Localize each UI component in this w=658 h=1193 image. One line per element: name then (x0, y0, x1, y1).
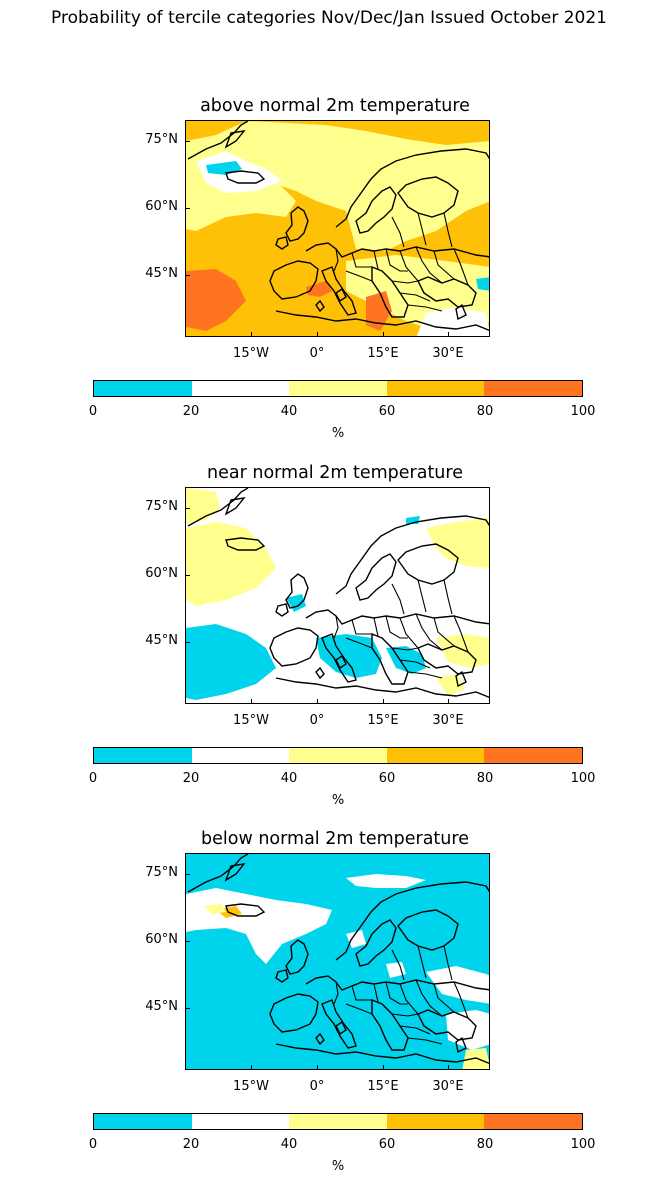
colorbar-bin-0-20 (94, 748, 192, 763)
colorbar-bin-80-100 (484, 748, 582, 763)
colorbar-bin-20-40 (191, 748, 290, 763)
colorbar-tick-label: 0 (88, 771, 98, 786)
lat-label: 45°N (145, 266, 178, 281)
map-area (185, 120, 490, 337)
panel-title: below normal 2m temperature (201, 829, 469, 849)
colorbar-tick-label: 40 (280, 771, 298, 786)
lon-tick (317, 332, 318, 337)
colorbar-tick-label: 40 (280, 404, 298, 419)
colorbar-tick-label: 80 (476, 404, 494, 419)
lon-tick (317, 1065, 318, 1070)
lat-label: 60°N (145, 932, 178, 947)
lon-label: 15°W (233, 346, 269, 361)
lat-label: 45°N (145, 633, 178, 648)
lon-tick (251, 1065, 252, 1070)
lat-tick (185, 275, 190, 276)
colorbar-tick-label: 20 (182, 404, 200, 419)
lat-tick (185, 508, 190, 509)
map-area (185, 853, 490, 1070)
lon-label: 30°E (432, 713, 464, 728)
colorbar-bin-60-80 (386, 381, 485, 396)
colorbar-tick-label: 20 (182, 771, 200, 786)
colorbar-bin-80-100 (484, 1114, 582, 1129)
lon-label: 0° (309, 713, 325, 728)
lat-label: 75°N (145, 132, 178, 147)
lon-label: 15°E (367, 713, 399, 728)
colorbar-tick-label: 20 (182, 1137, 200, 1152)
lat-label: 75°N (145, 499, 178, 514)
lon-tick (448, 1065, 449, 1070)
colorbar (93, 747, 583, 764)
colorbar-bin-40-60 (289, 381, 387, 396)
lon-tick (448, 699, 449, 704)
colorbar-tick-label: 60 (378, 771, 396, 786)
lon-tick (383, 699, 384, 704)
colorbar-bin-0-20 (94, 1114, 192, 1129)
lon-label: 15°E (367, 346, 399, 361)
lat-tick (185, 1008, 190, 1009)
colorbar-tick-label: 100 (570, 771, 596, 786)
lon-tick (317, 699, 318, 704)
map-panel-near: near normal 2m temperature 75°N 60°N 45°N 15… (0, 463, 658, 827)
colorbar-tick-label: 0 (88, 404, 98, 419)
lat-tick (185, 874, 190, 875)
lon-label: 30°E (432, 1079, 464, 1094)
figure-title: Probability of tercile categories Nov/De… (51, 8, 607, 28)
lon-tick (251, 332, 252, 337)
colorbar-bin-60-80 (386, 748, 485, 763)
colorbar-tick-label: 80 (476, 771, 494, 786)
colorbar-bin-20-40 (191, 381, 290, 396)
colorbar-bin-20-40 (191, 1114, 290, 1129)
lon-label: 30°E (432, 346, 464, 361)
lon-tick (383, 332, 384, 337)
colorbar-unit: % (331, 426, 345, 441)
colorbar-bin-80-100 (484, 381, 582, 396)
lat-tick (185, 575, 190, 576)
lat-tick (185, 141, 190, 142)
lon-label: 15°E (367, 1079, 399, 1094)
colorbar-tick-label: 0 (88, 1137, 98, 1152)
lat-label: 75°N (145, 865, 178, 880)
colorbar (93, 1113, 583, 1130)
map-panel-above: above normal 2m temperature 75°N 60°N 45°N 1… (0, 96, 658, 460)
colorbar-bin-0-20 (94, 381, 192, 396)
panel-title: near normal 2m temperature (207, 463, 463, 483)
lat-label: 60°N (145, 566, 178, 581)
lon-label: 0° (309, 346, 325, 361)
lon-tick (251, 699, 252, 704)
colorbar-tick-label: 100 (570, 1137, 596, 1152)
colorbar-tick-label: 60 (378, 404, 396, 419)
panel-title: above normal 2m temperature (200, 96, 470, 116)
lat-label: 60°N (145, 199, 178, 214)
colorbar-tick-label: 40 (280, 1137, 298, 1152)
lat-tick (185, 941, 190, 942)
colorbar-bin-60-80 (386, 1114, 485, 1129)
colorbar-bin-40-60 (289, 748, 387, 763)
lat-tick (185, 642, 190, 643)
map-area (185, 487, 490, 704)
colorbar-tick-label: 80 (476, 1137, 494, 1152)
map-panel-below: below normal 2m temperature 75°N 60°N 45°N 1… (0, 829, 658, 1193)
lat-tick (185, 208, 190, 209)
lon-label: 15°W (233, 713, 269, 728)
lon-tick (448, 332, 449, 337)
colorbar-tick-label: 60 (378, 1137, 396, 1152)
lon-label: 15°W (233, 1079, 269, 1094)
lon-tick (383, 1065, 384, 1070)
colorbar-bin-40-60 (289, 1114, 387, 1129)
colorbar (93, 380, 583, 397)
colorbar-tick-label: 100 (570, 404, 596, 419)
lat-label: 45°N (145, 999, 178, 1014)
colorbar-unit: % (331, 793, 345, 808)
lon-label: 0° (309, 1079, 325, 1094)
colorbar-unit: % (331, 1159, 345, 1174)
